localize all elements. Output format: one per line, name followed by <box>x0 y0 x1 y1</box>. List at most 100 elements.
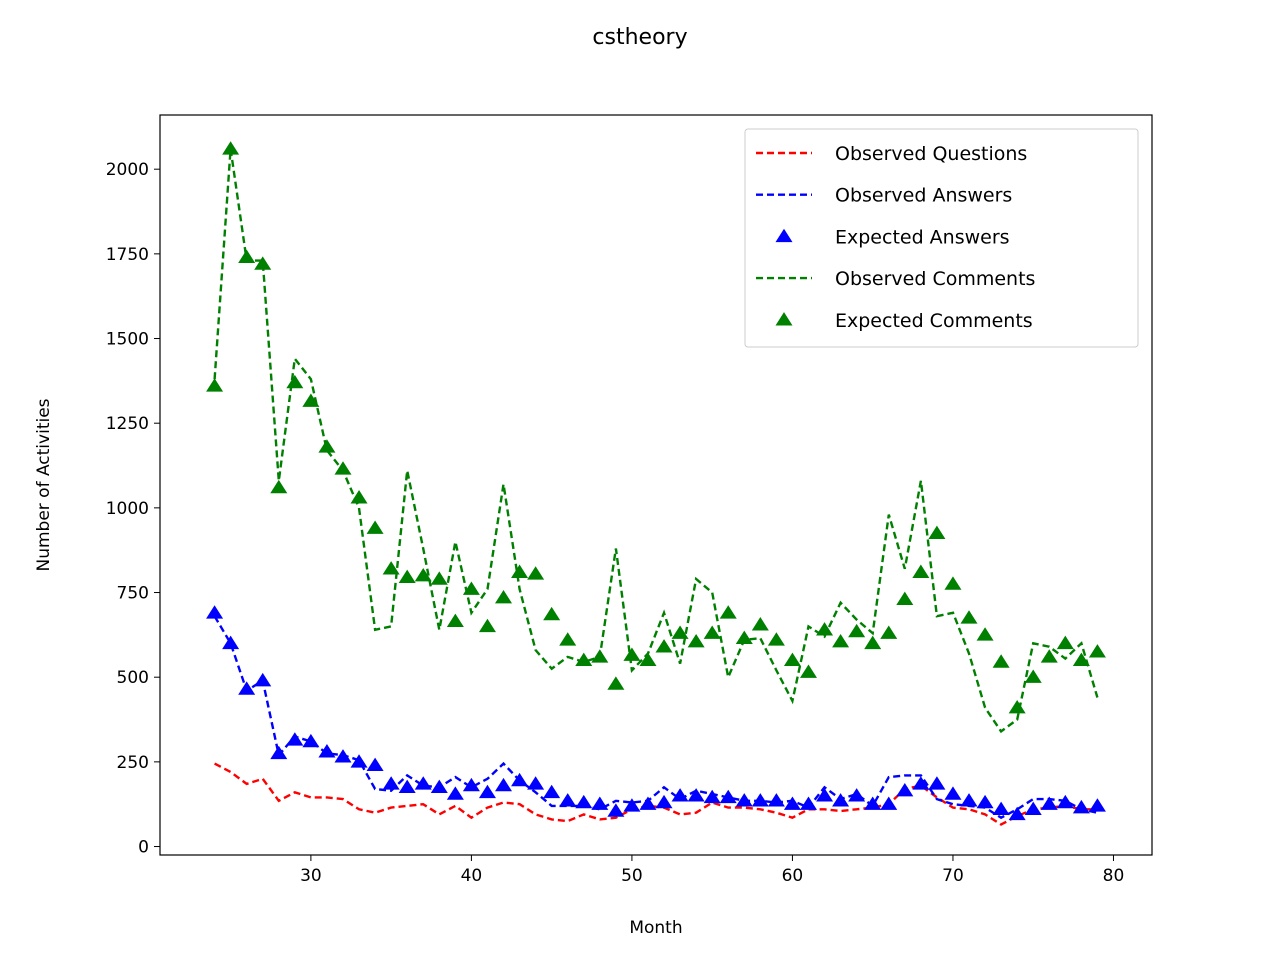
data-point <box>543 606 561 621</box>
legend-item: Observed Answers <box>756 185 1012 207</box>
data-point <box>382 776 400 790</box>
x-tick-label: 50 <box>621 866 643 886</box>
data-point <box>832 793 850 807</box>
data-point <box>912 564 930 578</box>
data-point <box>639 796 657 810</box>
data-point <box>302 733 320 748</box>
data-point <box>270 479 288 494</box>
data-point <box>864 635 882 650</box>
y-tick-label: 2000 <box>106 160 149 180</box>
data-point <box>848 623 866 638</box>
data-point <box>1072 799 1090 814</box>
data-point <box>495 589 513 604</box>
data-point <box>864 796 882 810</box>
data-point <box>751 793 769 807</box>
series-observed-answers <box>213 615 1098 820</box>
data-point <box>398 569 416 584</box>
data-point <box>350 754 368 768</box>
data-point <box>302 393 320 407</box>
y-tick-label: 250 <box>117 753 149 773</box>
legend-swatch <box>775 228 793 243</box>
data-point <box>1024 801 1042 816</box>
series-layer <box>206 141 1106 826</box>
data-point <box>318 744 336 758</box>
data-point <box>799 664 817 678</box>
data-point <box>719 789 737 804</box>
data-point <box>511 772 529 787</box>
data-point <box>639 652 657 667</box>
data-point <box>880 625 898 639</box>
data-point <box>976 627 994 641</box>
plot-area: 30 40 50 60 70 80 0 250 500 750 1000 1250 1500 1750 2… <box>106 114 1153 886</box>
data-point <box>414 776 432 790</box>
data-point <box>1088 644 1106 658</box>
x-tick-label: 40 <box>461 866 483 886</box>
data-point <box>222 635 240 650</box>
data-point <box>912 776 930 790</box>
data-point <box>446 613 464 628</box>
data-point <box>591 796 609 810</box>
data-point <box>334 749 352 763</box>
data-point <box>559 632 577 646</box>
x-axis: 30 40 50 60 70 80 <box>300 855 1124 886</box>
x-tick-label: 60 <box>782 866 804 886</box>
data-point <box>703 789 721 804</box>
legend-label: Expected Answers <box>835 226 1010 248</box>
data-point <box>976 794 994 809</box>
x-tick-label: 70 <box>942 866 964 886</box>
legend-item: Observed Comments <box>756 268 1035 290</box>
data-point <box>655 639 673 653</box>
data-point <box>767 793 785 807</box>
data-point <box>238 681 256 695</box>
data-point <box>655 794 673 809</box>
data-point <box>543 784 561 799</box>
data-point <box>816 622 834 636</box>
data-point <box>1056 635 1074 650</box>
data-point <box>398 779 416 794</box>
data-point <box>1040 649 1058 663</box>
data-point <box>1008 700 1026 714</box>
data-point <box>206 605 224 619</box>
data-point <box>719 605 737 619</box>
data-point <box>751 617 769 631</box>
data-point <box>286 374 304 389</box>
plot-frame <box>159 114 1153 856</box>
data-point <box>527 566 545 580</box>
data-point <box>880 796 898 810</box>
data-point <box>944 576 962 590</box>
data-point <box>446 786 464 800</box>
data-point <box>206 378 224 392</box>
data-point <box>896 591 914 606</box>
x-tick-label: 80 <box>1103 866 1125 886</box>
legend-swatch <box>775 312 793 326</box>
series-expected-comments <box>206 141 1106 714</box>
data-point <box>607 803 625 817</box>
data-point <box>799 796 817 810</box>
data-point <box>928 776 946 790</box>
data-point <box>767 632 785 646</box>
data-point <box>382 561 400 575</box>
data-point <box>1008 806 1026 821</box>
y-tick-label: 1250 <box>106 414 149 434</box>
data-point <box>591 649 609 663</box>
data-point <box>462 581 480 595</box>
series-line <box>213 615 1098 820</box>
data-point <box>671 625 689 639</box>
legend-item: Expected Answers <box>775 226 1010 248</box>
legend-box <box>744 128 1139 348</box>
data-point <box>848 788 866 802</box>
legend-label: Observed Comments <box>835 268 1035 290</box>
data-point <box>735 630 753 644</box>
data-point <box>270 745 288 760</box>
data-point <box>783 796 801 810</box>
y-tick-label: 1500 <box>106 330 149 350</box>
data-point <box>832 633 850 648</box>
data-point <box>559 793 577 807</box>
data-point <box>607 676 625 690</box>
data-point <box>478 784 496 799</box>
y-tick-label: 0 <box>138 838 149 858</box>
data-point <box>254 672 272 687</box>
data-point <box>238 249 256 263</box>
y-tick-label: 1750 <box>106 245 149 265</box>
legend-label: Expected Comments <box>835 310 1033 332</box>
